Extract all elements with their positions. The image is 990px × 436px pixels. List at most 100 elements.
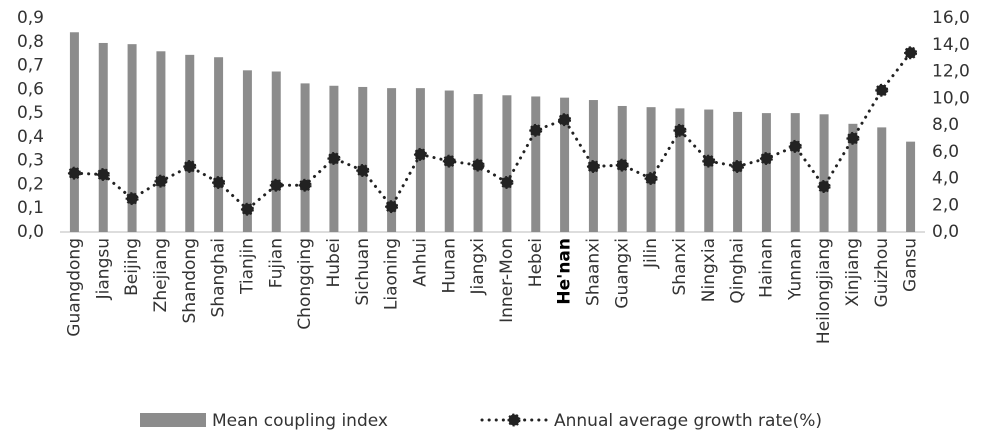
line-marker [500, 176, 514, 190]
line-marker [846, 131, 860, 145]
y-tick-label: 0,9 [17, 8, 44, 28]
bar [185, 54, 195, 232]
bar [790, 113, 800, 232]
x-tick-label: Hainan [756, 238, 776, 298]
bar [531, 96, 541, 232]
line-marker [471, 158, 485, 172]
bar [127, 44, 137, 233]
line-marker [240, 202, 254, 216]
x-tick-label: Gansu [901, 238, 921, 292]
bar [761, 113, 771, 232]
legend-label: Mean coupling index [212, 411, 388, 431]
y2-tick-label: 6,0 [932, 142, 959, 162]
bar [387, 88, 397, 233]
line-marker [413, 147, 427, 161]
bar [300, 83, 310, 232]
x-tick-label: Anhui [410, 238, 430, 287]
x-tick-label: Yunnan [785, 238, 805, 301]
x-tick-label: Guangdong [64, 238, 84, 337]
line-marker [586, 159, 600, 173]
line-marker [298, 178, 312, 192]
x-tick-label: Guangxi [612, 238, 632, 309]
line-marker [67, 166, 81, 180]
line-marker [269, 178, 283, 192]
line-marker [529, 123, 543, 137]
y-tick-label: 0,5 [17, 103, 44, 123]
line-marker [96, 167, 110, 181]
line-marker [558, 113, 572, 127]
y-tick-label: 0,1 [17, 198, 44, 218]
x-tick-label: Shanxi [670, 238, 690, 296]
x-tick-label: Hebei [526, 238, 546, 287]
x-tick-label: Xinjiang [843, 238, 863, 307]
x-tick-label: Sichuan [353, 238, 373, 306]
line-marker [875, 83, 889, 97]
bar [877, 127, 887, 232]
line-marker [356, 163, 370, 177]
bar [819, 114, 829, 232]
bar [358, 86, 368, 232]
line-marker [183, 159, 197, 173]
x-tick-label: Ningxia [699, 238, 719, 302]
y-tick-label: 0,6 [17, 79, 44, 99]
y2-tick-label: 10,0 [932, 88, 970, 108]
y2-tick-label: 12,0 [932, 62, 970, 82]
line-marker [817, 180, 831, 194]
bar [502, 95, 512, 233]
y-tick-label: 0,7 [17, 56, 44, 76]
y-tick-label: 0,2 [17, 174, 44, 194]
line-marker [615, 158, 629, 172]
y2-tick-label: 14,0 [932, 35, 970, 55]
y-tick-label: 0,8 [17, 32, 44, 52]
line-marker [702, 154, 716, 168]
line [72, 51, 913, 212]
line-marker [327, 151, 341, 165]
x-tick-label: Guizhou [872, 238, 892, 308]
line-marker [788, 139, 802, 153]
bar [98, 42, 108, 232]
bar [560, 97, 570, 233]
x-tick-label: Shanghai [209, 238, 229, 317]
y2-tick-label: 8,0 [932, 115, 959, 135]
line-marker [125, 192, 139, 206]
bar [848, 123, 858, 232]
x-tick-label: Hubei [324, 238, 344, 288]
x-tick-label: Jiangsu [93, 238, 113, 300]
bar [704, 109, 714, 232]
bar [242, 70, 252, 232]
x-tick-label: Shaanxi [583, 238, 603, 306]
x-tick-label: Tianjin [237, 238, 257, 295]
line-marker [759, 151, 773, 165]
y2-tick-label: 4,0 [932, 169, 959, 189]
line-marker [385, 200, 399, 214]
bar [214, 57, 224, 232]
bar [906, 141, 916, 232]
x-tick-label: Liaoning [382, 238, 402, 310]
bar [646, 107, 656, 232]
y-tick-label: 0,4 [17, 127, 44, 147]
line-marker [212, 176, 226, 190]
x-tick-label: Zhejiang [151, 238, 171, 312]
bar [675, 108, 685, 232]
y2-tick-label: 2,0 [932, 195, 959, 215]
x-tick-label: Inner-Mon [497, 238, 517, 323]
line-marker [442, 154, 456, 168]
bar [69, 32, 79, 233]
x-tick-label: Heilongjiang [814, 238, 834, 344]
x-tick-label: He'nan [555, 238, 575, 305]
bar [271, 71, 281, 232]
line-marker [731, 159, 745, 173]
bar [156, 51, 166, 233]
y2-tick-label: 16,0 [932, 8, 970, 28]
legend-label: Annual average growth rate(%) [554, 411, 822, 431]
x-tick-label: Jiangxi [468, 238, 488, 296]
legend-swatch [140, 413, 206, 427]
x-tick-label: Chongqing [295, 238, 315, 330]
x-tick-label: Fujian [266, 238, 286, 288]
x-tick-label: Qinghai [728, 238, 748, 304]
line-marker [904, 46, 918, 60]
x-tick-label: Shandong [180, 238, 200, 324]
line-marker [154, 174, 168, 188]
x-tick-label: Beijing [122, 238, 142, 296]
